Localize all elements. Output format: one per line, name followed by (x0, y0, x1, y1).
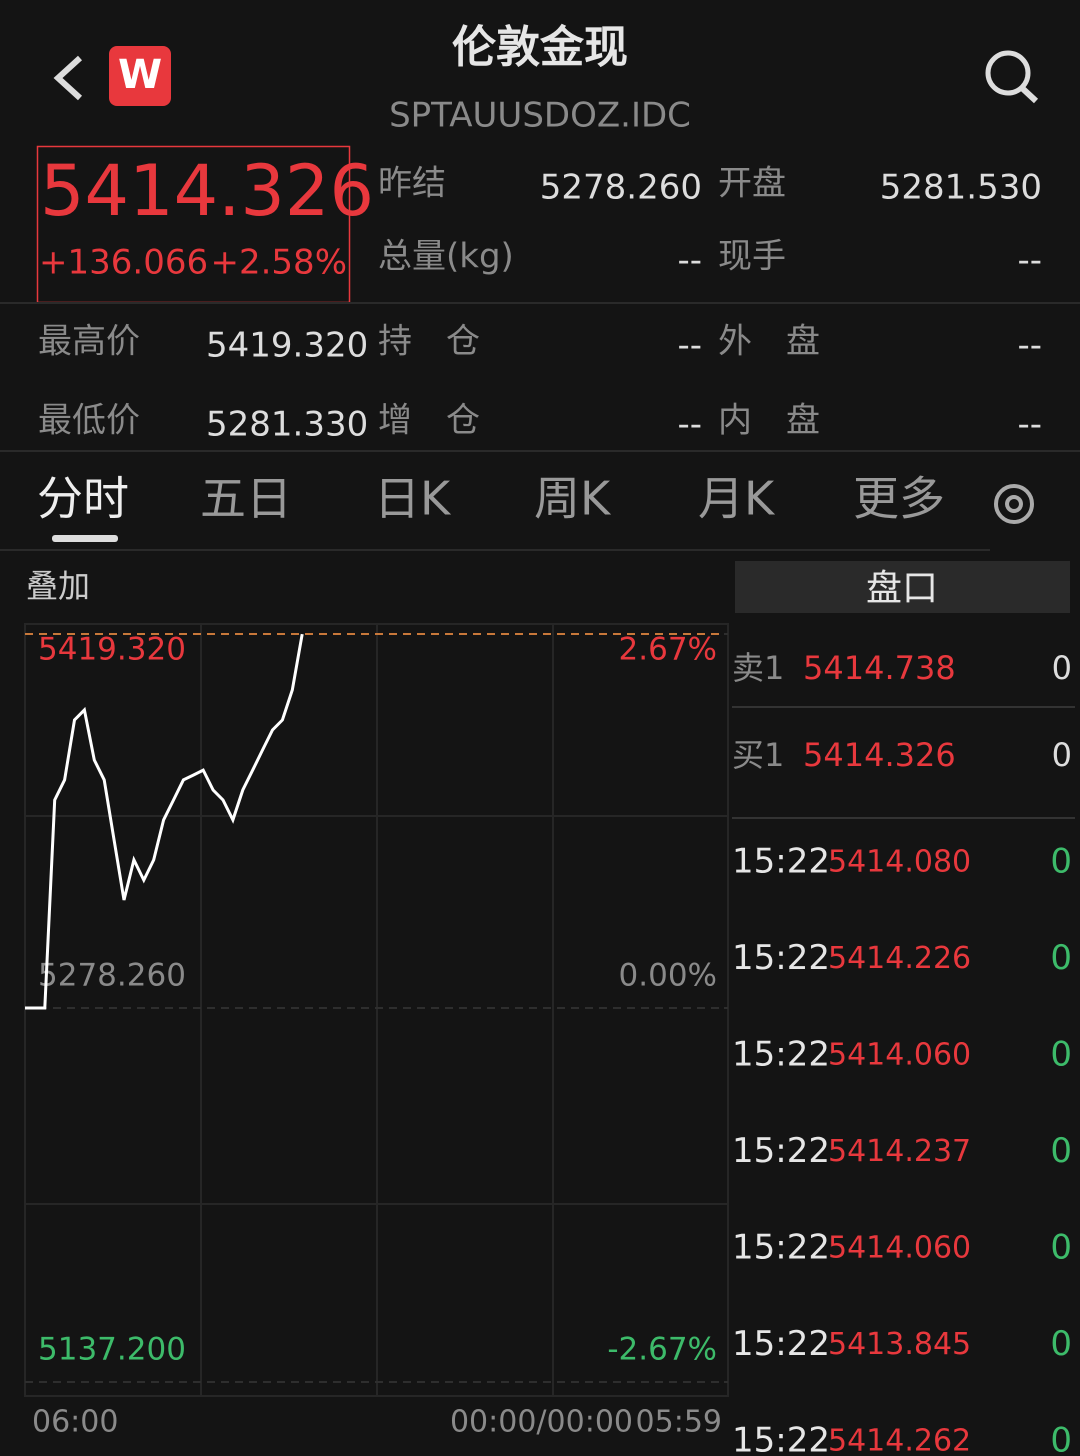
chart: 5419.320 5278.260 5137.200 2.67% 0.00% -2.67%… (25, 632, 728, 1440)
stat-value: -- (1017, 405, 1042, 445)
trade-time: 15:22 (732, 1421, 830, 1456)
percent: +2.58% (211, 243, 348, 283)
trade-time: 15:22 (732, 938, 830, 978)
trade-volume: 0 (1050, 1131, 1072, 1171)
trade-volume: 0 (1050, 1228, 1072, 1268)
settings-button[interactable] (994, 484, 1034, 524)
trade-volume: 0 (1050, 938, 1072, 978)
tab[interactable]: 日K (374, 472, 452, 526)
stat-label: 开盘 (718, 164, 786, 204)
trade-volume: 0 (1050, 1324, 1072, 1364)
trade-price: 5414.060 (828, 1231, 971, 1266)
trade-time: 15:22 (732, 842, 830, 882)
stat-value: -- (677, 326, 702, 366)
title: 伦敦金现 (452, 22, 628, 73)
stat-label: 总量(kg) (378, 237, 514, 277)
stat-value: 5278.260 (540, 168, 702, 208)
back-button[interactable] (53, 55, 83, 101)
quote-label: 卖1 (732, 649, 784, 687)
y-tick-label: 5278.260 (38, 958, 186, 994)
y2-tick-label: 2.67% (619, 632, 717, 668)
stat-value: 5281.330 (206, 405, 368, 445)
stat-label: 现手 (718, 237, 786, 277)
trade-price: 5413.845 (828, 1327, 971, 1362)
trade-time: 15:22 (732, 1324, 830, 1364)
stat-label: 增 仓 (378, 401, 480, 441)
stat-label: 外 盘 (718, 322, 820, 362)
trade-volume: 0 (1050, 1035, 1072, 1075)
tab[interactable]: 更多 (853, 472, 945, 526)
stat-value: 5281.530 (880, 168, 1042, 208)
stat-label: 最高价 (38, 322, 140, 362)
y2-tick-label: -2.67% (607, 1332, 717, 1368)
y-tick-label: 5137.200 (38, 1332, 186, 1368)
trade-price: 5414.080 (828, 845, 971, 880)
y-tick-label: 5419.320 (38, 632, 186, 668)
code: SPTAUUSDOZ.IDC (389, 96, 691, 136)
stat-value: 5419.320 (206, 326, 368, 366)
y2-tick-label: 0.00% (619, 958, 717, 994)
stat-value: -- (677, 241, 702, 281)
chart-frame (24, 623, 729, 1397)
change: +136.066 (39, 243, 208, 283)
price: 5414.326 (40, 150, 374, 232)
search-button[interactable] (985, 50, 1039, 104)
order-book-title: 盘口 (866, 568, 938, 609)
stat-value: -- (677, 405, 702, 445)
trade-volume: 0 (1050, 1421, 1072, 1456)
quote-volume: 0 (1052, 736, 1072, 774)
stat-label: 内 盘 (718, 401, 820, 441)
price-line (25, 633, 304, 1010)
trade-price: 5414.226 (828, 941, 971, 976)
stat-label: 持 仓 (378, 322, 480, 362)
trade-time: 15:22 (732, 1131, 830, 1171)
trade-time: 15:22 (732, 1228, 830, 1268)
tab[interactable]: 五日 (200, 472, 292, 526)
quote-price: 5414.326 (803, 736, 956, 774)
tab-indicator (52, 535, 118, 542)
tabs: 分时 五日 日K 周K 月K 更多 (37, 472, 945, 526)
x-tick-label: 00:00/00:00 (450, 1405, 633, 1440)
order-book-header (735, 561, 1070, 613)
trade-price: 5414.262 (828, 1424, 971, 1456)
trade-volume: 0 (1050, 842, 1072, 882)
quote-volume: 0 (1052, 649, 1072, 687)
stat-value: -- (1017, 326, 1042, 366)
trade-time: 15:22 (732, 1035, 830, 1075)
stat-label: 昨结 (378, 164, 446, 204)
logo (109, 46, 171, 106)
tab[interactable]: 分时 (37, 472, 129, 526)
x-tick-label: 05:59 (636, 1405, 722, 1440)
tab[interactable]: 月K (698, 472, 776, 526)
logo-text: W (118, 52, 162, 98)
quote-price: 5414.738 (803, 649, 956, 687)
stats: 昨结 5278.260 开盘 5281.530 总量(kg) -- 现手 -- 最高价 5419.… (38, 164, 1042, 445)
x-tick-label: 06:00 (32, 1405, 118, 1440)
stat-value: -- (1017, 241, 1042, 281)
trade-price: 5414.060 (828, 1038, 971, 1073)
tab[interactable]: 周K (534, 472, 612, 526)
stat-label: 最低价 (38, 401, 140, 441)
overlay-button[interactable]: 叠加 (26, 567, 90, 605)
quote-label: 买1 (732, 736, 784, 774)
trade-price: 5414.237 (828, 1134, 971, 1169)
